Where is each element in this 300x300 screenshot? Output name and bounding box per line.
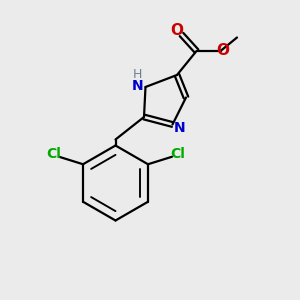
Text: N: N <box>131 79 143 92</box>
Text: Cl: Cl <box>46 147 61 161</box>
Text: O: O <box>216 44 230 59</box>
Text: Cl: Cl <box>170 147 185 161</box>
Text: N: N <box>173 121 185 134</box>
Text: H: H <box>132 68 142 81</box>
Text: O: O <box>170 23 184 38</box>
